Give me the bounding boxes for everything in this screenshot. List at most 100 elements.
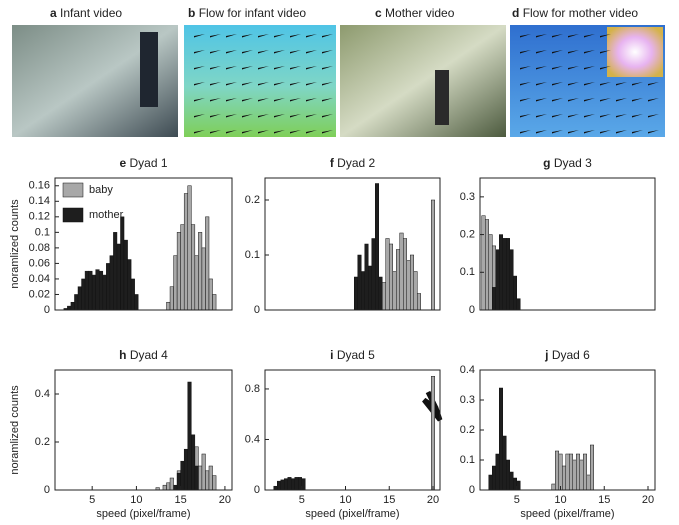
flow-arrow — [552, 82, 563, 86]
chart-title-text: Dyad 2 — [337, 156, 375, 170]
bar — [506, 238, 510, 311]
image-row — [12, 25, 665, 137]
flow-arrow — [210, 98, 221, 102]
flow-arrow — [520, 82, 531, 86]
flow-arrow — [536, 98, 547, 102]
flow-arrow — [520, 130, 531, 134]
flow-arrow — [274, 66, 285, 70]
bar — [364, 243, 369, 311]
flow-arrow — [520, 114, 531, 118]
bar — [81, 278, 86, 311]
y-tick-label: 0.1 — [460, 266, 475, 278]
flow-arrow — [568, 82, 579, 86]
x-tick-label: 15 — [383, 494, 395, 506]
flow-arrow — [274, 130, 285, 134]
y-tick-label: 0.1 — [35, 226, 50, 238]
chart-title: g Dyad 3 — [543, 156, 592, 170]
bar — [294, 477, 299, 491]
flow-arrow — [600, 98, 611, 102]
bar — [187, 185, 192, 311]
x-tick-label: 20 — [427, 494, 439, 506]
bar — [371, 238, 376, 311]
y-tick-label: 0.1 — [245, 249, 260, 261]
bar — [382, 282, 386, 311]
bar — [183, 193, 189, 311]
bar — [280, 479, 285, 491]
bar — [169, 477, 174, 491]
flow-arrow — [616, 82, 627, 86]
plot-frame — [479, 177, 656, 311]
bar — [194, 465, 199, 491]
bar — [502, 238, 507, 311]
flow-arrow — [210, 50, 221, 54]
flow-arrow — [600, 66, 611, 70]
flow-arrow — [290, 114, 301, 118]
bar — [194, 255, 199, 311]
flow-arrow — [600, 34, 611, 38]
bar — [410, 254, 414, 311]
flow-arrow — [242, 34, 253, 38]
caption-letter: a — [50, 6, 57, 20]
bar — [88, 270, 93, 311]
bar — [509, 471, 514, 491]
bar — [499, 387, 503, 491]
flow-arrow — [274, 98, 285, 102]
plot-frame — [54, 369, 233, 491]
bar — [284, 478, 288, 491]
flow-arrow — [616, 114, 627, 118]
bar — [513, 275, 517, 311]
y-tick-label: 0.2 — [245, 194, 260, 206]
bar — [205, 470, 210, 491]
legend-label: mother — [89, 209, 124, 221]
bar — [70, 301, 75, 311]
flow-arrow — [306, 130, 317, 134]
flow-arrow — [584, 50, 595, 54]
caption-letter: d — [512, 6, 519, 20]
bar — [413, 271, 418, 311]
bar — [417, 293, 421, 311]
flow-arrow — [258, 98, 269, 102]
flow-arrow — [242, 98, 253, 102]
bar — [176, 472, 181, 491]
flow-arrow — [242, 114, 253, 118]
flow-arrow — [322, 50, 333, 54]
flow-arrow — [648, 114, 659, 118]
bar — [166, 482, 171, 491]
flow-arrow — [194, 98, 205, 102]
flow-arrow — [536, 34, 547, 38]
bar — [499, 234, 503, 311]
bar — [130, 278, 135, 311]
y-tick-label: 0.08 — [29, 242, 50, 254]
flow-arrow — [322, 114, 333, 118]
chart-letter: e — [119, 156, 126, 170]
color-wheel — [607, 27, 663, 77]
flow-arrow — [306, 98, 317, 102]
x-tick-label: 5 — [89, 494, 95, 506]
flow-arrow — [568, 66, 579, 70]
flow-arrow — [616, 130, 627, 134]
flow-arrow — [632, 82, 643, 86]
bar — [488, 474, 493, 491]
bar — [99, 270, 104, 311]
flow-arrow — [648, 98, 659, 102]
flow-arrow — [584, 114, 595, 118]
flow-arrow — [306, 114, 317, 118]
y-tick-label: 0.04 — [29, 273, 50, 285]
bar — [579, 459, 584, 491]
bar — [201, 453, 206, 491]
bar — [492, 287, 496, 311]
flow-arrow — [322, 82, 333, 86]
bar — [509, 249, 514, 311]
bar — [385, 238, 390, 311]
bar — [212, 294, 217, 311]
chart-letter: f — [330, 156, 335, 170]
caption-title: Mother video — [385, 6, 455, 20]
y-tick-label: 0.3 — [460, 191, 475, 203]
flow-arrow — [194, 50, 205, 54]
y-tick-label: 0.2 — [35, 436, 50, 448]
flow-arrow — [568, 98, 579, 102]
flow-arrow — [274, 34, 285, 38]
bar — [431, 376, 435, 491]
bar — [406, 260, 411, 311]
